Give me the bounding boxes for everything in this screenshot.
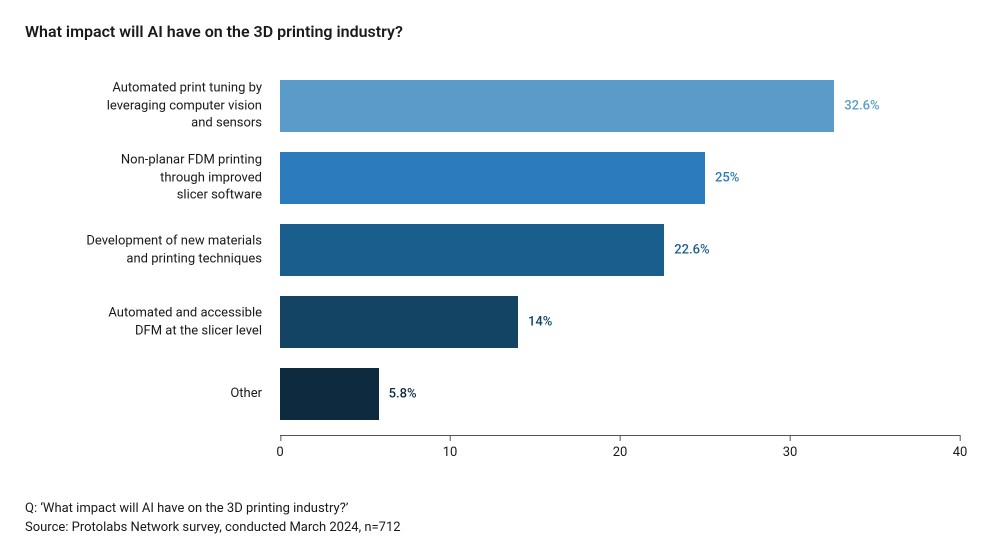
bar bbox=[280, 368, 379, 420]
bar-label: Automated and accessible DFM at the slic… bbox=[22, 304, 262, 339]
bar bbox=[280, 296, 518, 348]
footer-source: Source: Protolabs Network survey, conduc… bbox=[25, 519, 401, 538]
bar-value: 32.6% bbox=[844, 99, 879, 114]
chart-title: What impact will AI have on the 3D print… bbox=[25, 22, 403, 41]
bar-value: 5.8% bbox=[389, 387, 417, 402]
chart-container: What impact will AI have on the 3D print… bbox=[0, 0, 1000, 560]
bar-label: Non-planar FDM printing through improved… bbox=[22, 152, 262, 205]
bar-value: 14% bbox=[528, 315, 552, 330]
bar-value: 22.6% bbox=[674, 243, 709, 258]
footer-question: Q: ‘What impact will AI have on the 3D p… bbox=[25, 500, 401, 519]
bar-label: Automated print tuning by leveraging com… bbox=[22, 80, 262, 133]
bar bbox=[280, 152, 705, 204]
x-tick: 20 bbox=[613, 445, 628, 460]
bar-value: 25% bbox=[715, 171, 739, 186]
x-tick: 0 bbox=[276, 445, 283, 460]
bar bbox=[280, 80, 834, 132]
x-tick: 30 bbox=[783, 445, 798, 460]
x-tick: 10 bbox=[443, 445, 458, 460]
bar-label: Other bbox=[22, 385, 262, 403]
plot-area: Automated print tuning by leveraging com… bbox=[280, 80, 960, 460]
x-tick: 40 bbox=[953, 445, 968, 460]
bar bbox=[280, 224, 664, 276]
bar-label: Development of new materials and printin… bbox=[22, 232, 262, 267]
chart-footer: Q: ‘What impact will AI have on the 3D p… bbox=[25, 500, 401, 538]
